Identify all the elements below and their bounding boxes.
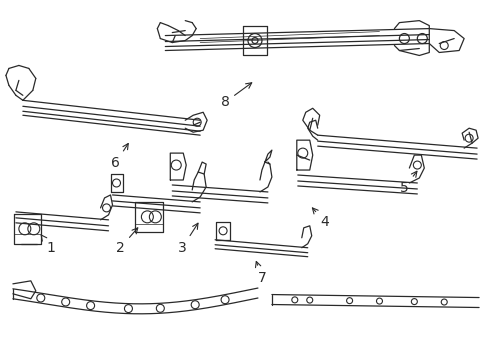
Text: 4: 4 (312, 208, 328, 229)
Text: 8: 8 (220, 83, 251, 109)
Text: 2: 2 (116, 228, 138, 255)
Text: 3: 3 (178, 223, 198, 255)
Text: 7: 7 (255, 261, 266, 285)
Text: 5: 5 (399, 171, 416, 195)
Text: 1: 1 (41, 235, 55, 255)
Text: 6: 6 (111, 144, 128, 170)
